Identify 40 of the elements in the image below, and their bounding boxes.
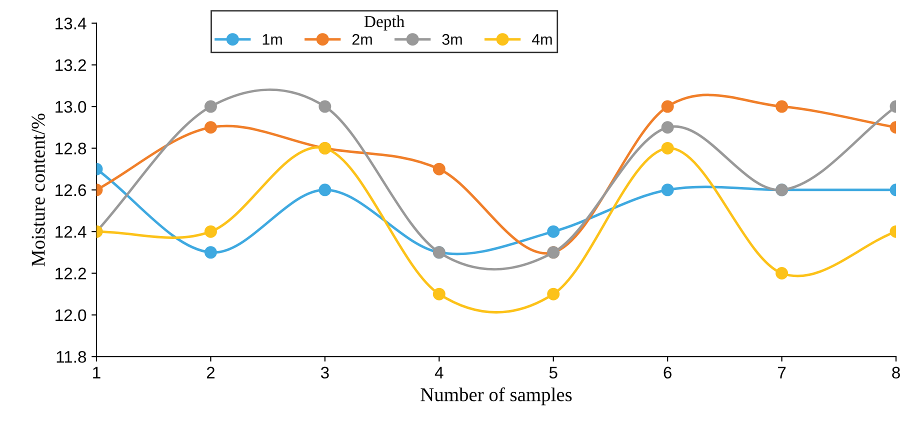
y-tick-label: 12.8 bbox=[56, 142, 86, 154]
point bbox=[776, 266, 788, 280]
point bbox=[204, 246, 217, 259]
point bbox=[547, 225, 560, 238]
point bbox=[318, 184, 332, 196]
point bbox=[318, 100, 332, 113]
point bbox=[204, 225, 217, 238]
x-tick-label: 3 bbox=[320, 366, 329, 379]
legend-label: 3m bbox=[442, 34, 462, 45]
x-tick-label: 7 bbox=[778, 366, 786, 378]
point bbox=[661, 184, 674, 196]
point bbox=[547, 288, 560, 300]
x-tick-label: 5 bbox=[549, 366, 558, 379]
y-tick-label: 12.2 bbox=[56, 268, 86, 280]
x-tick-label: 2 bbox=[206, 366, 215, 378]
y-tick-label: 13.2 bbox=[56, 59, 86, 72]
point bbox=[432, 162, 446, 176]
y-tick-label: 12.4 bbox=[56, 226, 86, 238]
x-tick-label: 6 bbox=[664, 366, 672, 379]
y-tick-label: 12.0 bbox=[56, 309, 86, 322]
legend-title: Depth bbox=[364, 15, 404, 31]
point bbox=[661, 142, 674, 154]
legend-label: 4m bbox=[532, 34, 552, 45]
point bbox=[661, 100, 674, 113]
y-tick-label: 13.0 bbox=[56, 100, 86, 113]
point bbox=[432, 288, 446, 300]
legend-label: 1m bbox=[262, 34, 282, 45]
point bbox=[204, 121, 217, 134]
x-tick-label: 1 bbox=[93, 366, 100, 378]
x-axis-title: Number of samples bbox=[420, 387, 572, 406]
y-tick-label: 13.4 bbox=[56, 18, 86, 30]
x-tick-label: 4 bbox=[434, 366, 444, 378]
point bbox=[661, 121, 674, 134]
legend-label: 2m bbox=[352, 34, 372, 45]
point bbox=[776, 100, 788, 113]
y-tick-label: 12.6 bbox=[56, 184, 86, 196]
y-axis-title: Moisture content/% bbox=[32, 114, 45, 266]
x-tick-label: 8 bbox=[892, 366, 900, 379]
point bbox=[204, 100, 217, 113]
y-tick-label: 11.8 bbox=[56, 350, 86, 363]
